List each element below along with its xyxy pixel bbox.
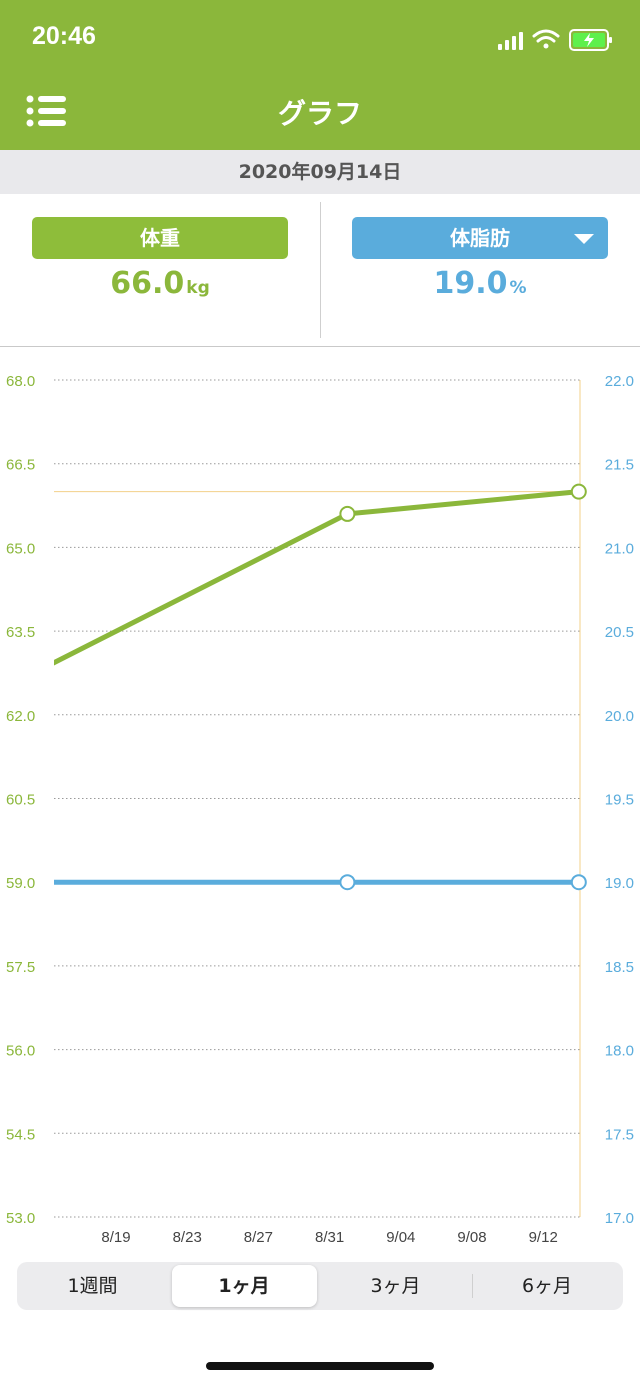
range-option[interactable]: 3ヶ月 [370,1275,421,1297]
chevron-down-icon [574,234,594,244]
y-left-tick-label: 59.0 [6,875,35,892]
home-indicator [206,1362,434,1370]
x-tick-label: 9/12 [529,1229,558,1246]
weight-unit: kg [186,278,210,298]
weight-fat-chart[interactable]: 68.0 22.0 66.5 21.5 65.0 21.0 63.5 20.5 62.0 20.0… [0,346,640,1256]
y-right-tick-label: 17.0 [605,1210,634,1227]
x-tick-label: 9/04 [386,1229,415,1246]
status-icons [498,29,612,51]
weight-tab[interactable]: 体重 [32,217,288,259]
y-right-tick-label: 22.0 [605,373,634,390]
y-left-tick-label: 57.5 [6,959,35,976]
body-fat-label: 体脂肪 [450,226,510,250]
body-fat-unit: % [509,278,527,298]
signal-icon [498,32,523,50]
y-left-tick-label: 54.5 [6,1126,35,1143]
x-tick-label: 8/19 [101,1229,130,1246]
status-time: 20:46 [32,22,96,50]
y-left-tick-label: 62.0 [6,708,35,725]
y-right-tick-label: 19.5 [605,792,634,809]
body-fat-number: 19.0 [433,266,508,301]
menu-icon[interactable] [26,94,68,128]
x-tick-label: 8/31 [315,1229,344,1246]
body-fat-value: 19.0% [320,266,640,301]
weight-value: 66.0 kg [0,266,320,301]
segment-separator [471,1274,473,1298]
series-line-weight [54,489,580,666]
y-left-tick-label: 56.0 [6,1043,35,1060]
y-left-tick-label: 60.5 [6,792,35,809]
divider [320,202,321,338]
range-option[interactable]: 1週間 [67,1275,118,1297]
y-left-tick-label: 53.0 [6,1210,35,1227]
range-option[interactable]: 1ヶ月 [171,1265,317,1307]
page-title: グラフ [277,97,362,130]
date-label: 2020年09月14日 [0,150,640,194]
data-point [570,483,587,500]
wifi-icon [532,29,560,49]
y-right-tick-label: 19.0 [605,875,634,892]
weight-number: 66.0 [110,266,185,301]
body-fat-dropdown[interactable]: 体脂肪 [352,217,608,259]
data-point [339,505,356,522]
y-right-tick-label: 20.5 [605,624,634,641]
y-right-tick-label: 21.0 [605,540,634,557]
y-right-tick-label: 18.5 [605,959,634,976]
y-right-tick-label: 17.5 [605,1126,634,1143]
app-header: 20:46 グラフ [0,0,640,150]
data-point [570,874,587,891]
x-tick-label: 8/23 [173,1229,202,1246]
range-selector: 1週間 1ヶ月 3ヶ月 6ヶ月 [17,1262,623,1310]
y-left-tick-label: 66.5 [6,457,35,474]
battery-icon [569,29,612,51]
y-right-tick-label: 18.0 [605,1043,634,1060]
metric-panel: 体重 66.0 kg 体脂肪 19.0% [0,194,640,347]
y-right-tick-label: 21.5 [605,457,634,474]
data-point [339,874,356,891]
y-left-tick-label: 68.0 [6,373,35,390]
y-left-tick-label: 65.0 [6,540,35,557]
x-tick-label: 9/08 [457,1229,486,1246]
x-tick-label: 8/27 [244,1229,273,1246]
y-right-tick-label: 20.0 [605,708,634,725]
y-left-tick-label: 63.5 [6,624,35,641]
range-option[interactable]: 6ヶ月 [521,1275,573,1297]
